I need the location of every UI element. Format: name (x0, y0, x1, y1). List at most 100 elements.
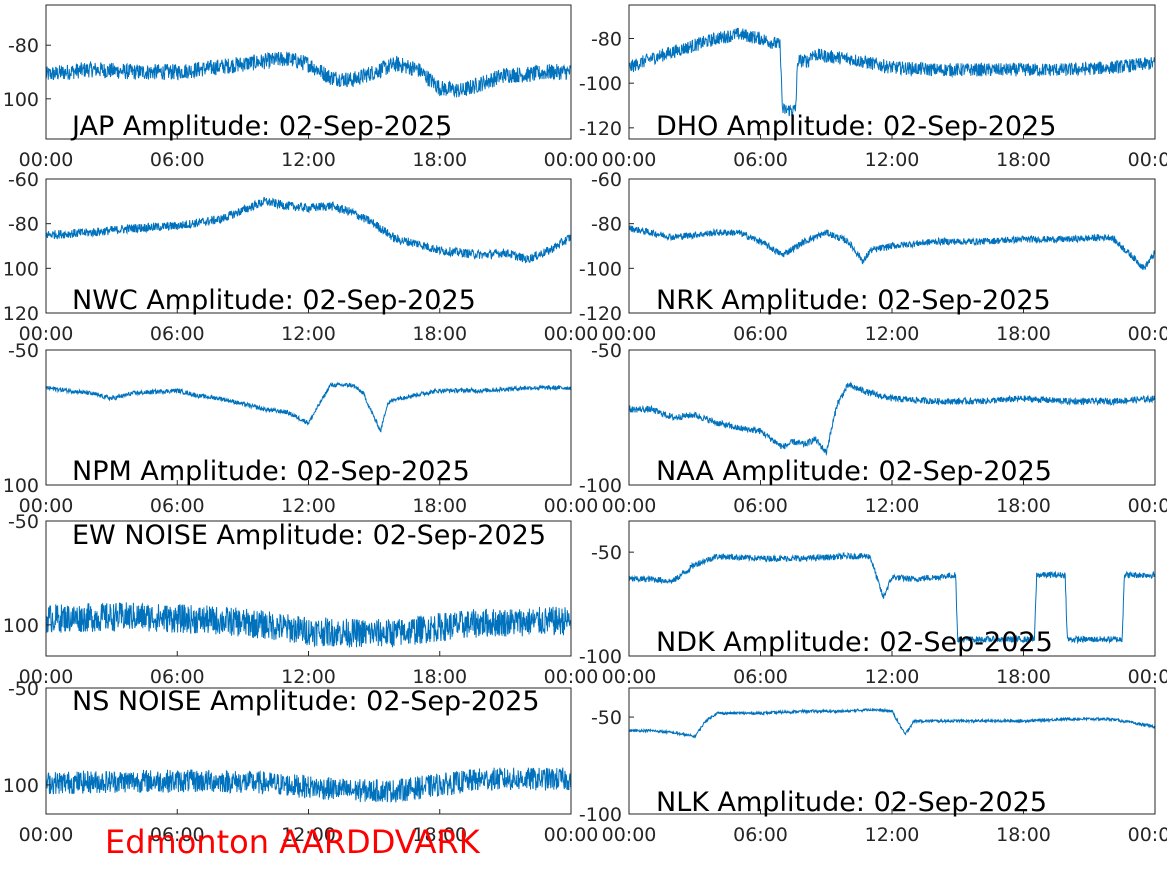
nlk-amplitude-xtick-label: 18:00 (996, 824, 1051, 846)
nlk-amplitude-ytick-label: -100 (579, 804, 622, 826)
nwc-amplitude-xtick-label: 00:00 (544, 323, 599, 345)
ndk-amplitude-xtick-label: 18:00 (996, 666, 1051, 688)
nlk-amplitude-xtick-label: 00:00 (602, 824, 657, 846)
npm-amplitude-xtick-label: 00:00 (544, 495, 599, 517)
ndk-amplitude-xtick-label: 06:00 (733, 666, 788, 688)
nwc-amplitude-xtick-label: 12:00 (281, 323, 336, 345)
nwc-amplitude-ytick-label: 120 (3, 303, 39, 325)
ns-noise-amplitude-xtick-label: 06:00 (150, 824, 205, 846)
nrk-amplitude-ytick-label: -60 (591, 169, 622, 191)
ndk-amplitude-xtick-label: 12:00 (865, 666, 920, 688)
ew-noise-amplitude-trace (46, 602, 571, 648)
ew-noise-amplitude-panel: 00:00 06:00 12:00 18:00 00:00 -50 100 EW NOISE … (3, 511, 599, 688)
ns-noise-amplitude-xtick-label: 12:00 (281, 824, 336, 846)
dho-amplitude-ytick-label: -120 (579, 118, 622, 140)
nrk-amplitude-ytick-label: -100 (579, 258, 622, 280)
npm-amplitude-ytick-label: 100 (3, 475, 39, 497)
jap-amplitude-trace (46, 51, 571, 98)
jap-amplitude-title: JAP Amplitude: 02-Sep-2025 (70, 111, 452, 142)
nwc-amplitude-ytick-label: 100 (3, 258, 39, 280)
nlk-amplitude-ytick-label: -50 (591, 707, 622, 729)
nrk-amplitude-xtick-label: 06:00 (733, 323, 788, 345)
nlk-amplitude-xtick-label: 12:00 (865, 824, 920, 846)
jap-amplitude-xtick-label: 00:00 (544, 149, 599, 171)
npm-amplitude-panel: 00:00 06:00 12:00 18:00 00:00 -50 100 NPM Ampli… (3, 340, 599, 517)
nrk-amplitude-xtick-label: 12:00 (865, 323, 920, 345)
nwc-amplitude-xtick-label: 18:00 (412, 323, 467, 345)
dho-amplitude-xtick-label: 00:00 (602, 149, 657, 171)
naa-amplitude-xtick-label: 00:00 (602, 495, 657, 517)
jap-amplitude-panel: 00:00 06:00 12:00 18:00 00:00 -80 100 JAP Ampli… (3, 4, 599, 171)
ndk-amplitude-xtick-label: 00:00 (1128, 666, 1167, 688)
nwc-amplitude-xtick-label: 06:00 (150, 323, 205, 345)
nwc-amplitude-panel: 00:00 06:00 12:00 18:00 00:00 -60 -80 100 120 NWC… (3, 169, 599, 345)
npm-amplitude-trace (46, 381, 571, 433)
ew-noise-amplitude-xtick-label: 06:00 (150, 666, 205, 688)
ns-noise-amplitude-title: NS NOISE Amplitude: 02-Sep-2025 (72, 686, 540, 717)
nwc-amplitude-trace (46, 197, 571, 264)
nwc-amplitude-ytick-label: -80 (8, 214, 39, 236)
jap-amplitude-ytick-label: 100 (3, 89, 39, 111)
ew-noise-amplitude-ytick-label: -50 (8, 511, 39, 533)
npm-amplitude-xtick-label: 00:00 (19, 495, 74, 517)
npm-amplitude-title: NPM Amplitude: 02-Sep-2025 (72, 456, 470, 487)
nrk-amplitude-xtick-label: 00:00 (1128, 323, 1167, 345)
jap-amplitude-xtick-label: 18:00 (412, 149, 467, 171)
dho-amplitude-xtick-label: 18:00 (996, 149, 1051, 171)
nlk-amplitude-trace (629, 707, 1155, 739)
dho-amplitude-ytick-label: -100 (579, 73, 622, 95)
naa-amplitude-ytick-label: -100 (579, 475, 622, 497)
ew-noise-amplitude-xtick-label: 00:00 (19, 666, 74, 688)
ns-noise-amplitude-ytick-label: -50 (8, 678, 39, 700)
npm-amplitude-xtick-label: 06:00 (150, 495, 205, 517)
naa-amplitude-title: NAA Amplitude: 02-Sep-2025 (656, 456, 1052, 487)
nwc-amplitude-title: NWC Amplitude: 02-Sep-2025 (72, 285, 476, 316)
footer-label: Edmonton AARDDVARK (105, 823, 481, 861)
dho-amplitude-ytick-label: -80 (591, 29, 622, 51)
npm-amplitude-xtick-label: 18:00 (412, 495, 467, 517)
jap-amplitude-xtick-label: 00:00 (19, 149, 74, 171)
nrk-amplitude-xtick-label: 18:00 (996, 323, 1051, 345)
ndk-amplitude-ytick-label: -100 (579, 646, 622, 668)
nwc-amplitude-xtick-label: 00:00 (19, 323, 74, 345)
ndk-amplitude-trace (629, 551, 1155, 645)
ns-noise-amplitude-trace (46, 767, 571, 803)
dho-amplitude-xtick-label: 00:00 (1128, 149, 1167, 171)
jap-amplitude-xtick-label: 12:00 (281, 149, 336, 171)
npm-amplitude-xtick-label: 12:00 (281, 495, 336, 517)
ew-noise-amplitude-ytick-label: 100 (3, 615, 39, 637)
nrk-amplitude-xtick-label: 00:00 (602, 323, 657, 345)
panels: 00:00 06:00 12:00 18:00 00:00 -80 100 JAP Ampli… (3, 4, 1167, 846)
nlk-amplitude-panel: 00:00 06:00 12:00 18:00 00:00 -50 -100 NLK Ampl… (579, 687, 1167, 846)
ns-noise-amplitude-ytick-label: 100 (3, 775, 39, 797)
nrk-amplitude-panel: 00:00 06:00 12:00 18:00 00:00 -60 -80 -100 -120 N… (579, 169, 1167, 345)
nlk-amplitude-xtick-label: 06:00 (733, 824, 788, 846)
dho-amplitude-xtick-label: 06:00 (733, 149, 788, 171)
ns-noise-amplitude-panel: 00:00 06:00 12:00 18:00 00:00 -50 100 NS NOISE … (3, 678, 599, 846)
ns-noise-amplitude-xtick-label: 00:00 (19, 824, 74, 846)
dho-amplitude-xtick-label: 12:00 (865, 149, 920, 171)
ew-noise-amplitude-xtick-label: 12:00 (281, 666, 336, 688)
dho-amplitude-panel: 00:00 06:00 12:00 18:00 00:00 -80 -100 -120 DHO … (579, 4, 1167, 171)
jap-amplitude-xtick-label: 06:00 (150, 149, 205, 171)
ndk-amplitude-ytick-label: -50 (591, 542, 622, 564)
nwc-amplitude-ytick-label: -60 (8, 169, 39, 191)
naa-amplitude-xtick-label: 06:00 (733, 495, 788, 517)
ew-noise-amplitude-xtick-label: 18:00 (412, 666, 467, 688)
ns-noise-amplitude-xtick-label: 18:00 (412, 824, 467, 846)
nlk-amplitude-title: NLK Amplitude: 02-Sep-2025 (656, 787, 1047, 818)
ew-noise-amplitude-xtick-label: 00:00 (544, 666, 599, 688)
naa-amplitude-trace (629, 381, 1155, 457)
naa-amplitude-panel: 00:00 06:00 12:00 18:00 00:00 -50 -100 NAA Ampl… (579, 340, 1167, 517)
jap-amplitude-ytick-label: -80 (8, 35, 39, 57)
naa-amplitude-xtick-label: 12:00 (865, 495, 920, 517)
ns-noise-amplitude-xtick-label: 00:00 (544, 824, 599, 846)
dho-amplitude-trace (629, 27, 1155, 117)
nrk-amplitude-trace (629, 225, 1155, 271)
naa-amplitude-ytick-label: -50 (591, 340, 622, 362)
ew-noise-amplitude-title: EW NOISE Amplitude: 02-Sep-2025 (72, 520, 546, 551)
ndk-amplitude-xtick-label: 00:00 (602, 666, 657, 688)
ndk-amplitude-panel: 00:00 06:00 12:00 18:00 00:00 -50 -100 NDK Ampl… (579, 520, 1167, 688)
naa-amplitude-xtick-label: 00:00 (1128, 495, 1167, 517)
